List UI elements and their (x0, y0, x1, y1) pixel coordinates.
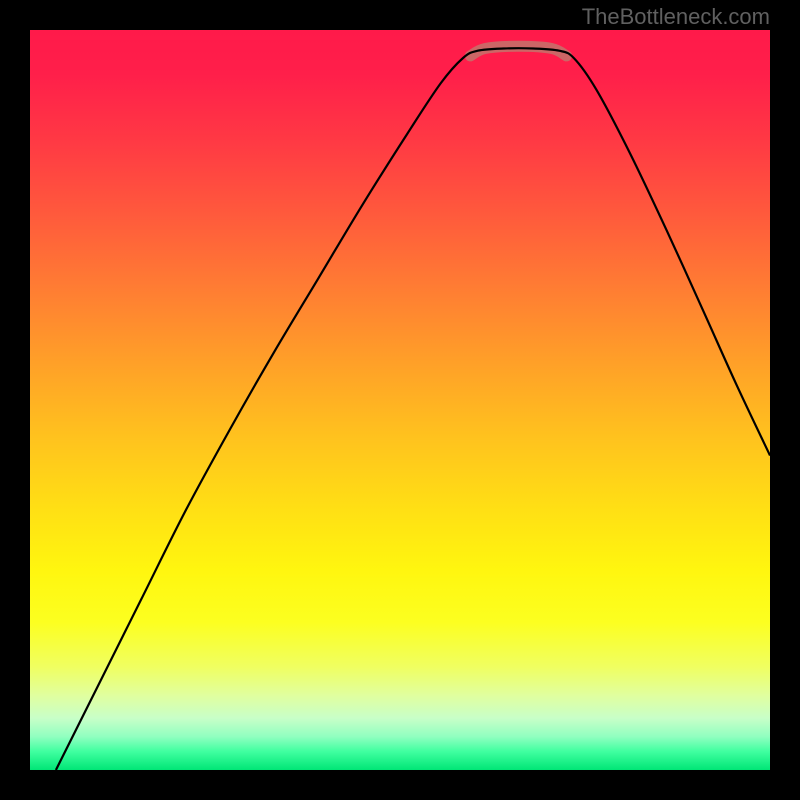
watermark-text: TheBottleneck.com (582, 4, 770, 30)
curve-layer (30, 30, 770, 770)
chart-container: TheBottleneck.com (0, 0, 800, 800)
bottleneck-curve (56, 48, 770, 770)
plot-area (30, 30, 770, 770)
